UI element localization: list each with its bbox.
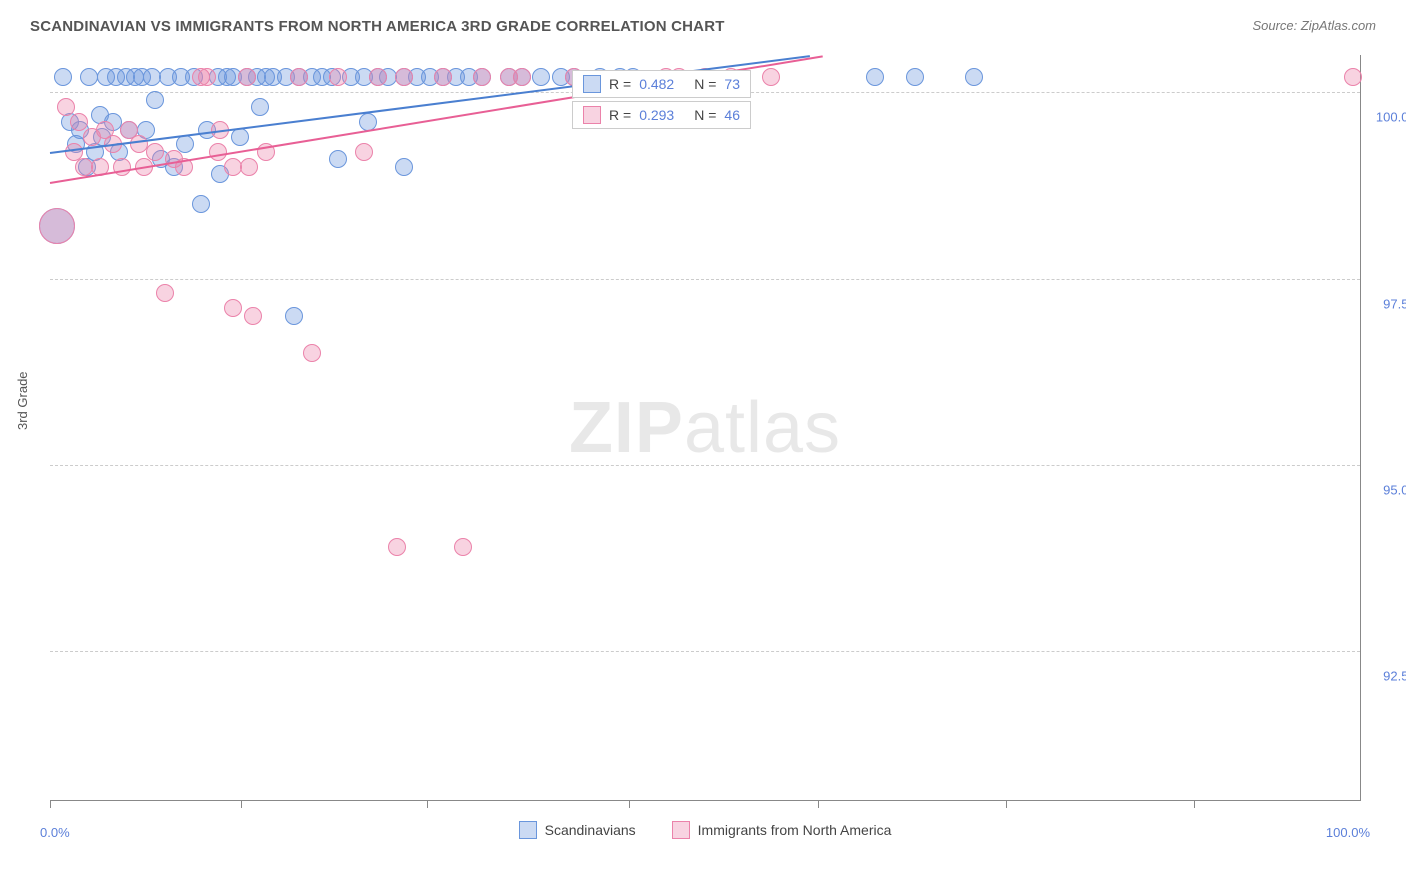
x-tick xyxy=(50,800,51,808)
stat-swatch xyxy=(583,106,601,124)
s2-point xyxy=(146,143,164,161)
s1-point xyxy=(532,68,550,86)
y-tick-label: 97.5% xyxy=(1383,296,1406,311)
legend-item-s1: Scandinavians xyxy=(519,821,636,839)
x-tick xyxy=(427,800,428,808)
s2-point xyxy=(1344,68,1362,86)
stat-swatch xyxy=(583,75,601,93)
s1-point xyxy=(231,128,249,146)
y-tick-label: 95.0% xyxy=(1383,482,1406,497)
legend-label: Immigrants from North America xyxy=(698,822,892,838)
s2-point xyxy=(156,284,174,302)
s1-point xyxy=(54,68,72,86)
legend: Scandinavians Immigrants from North Ameri… xyxy=(50,821,1360,842)
stat-r-value: 0.293 xyxy=(639,107,674,123)
s2-point xyxy=(238,68,256,86)
stat-n-value: 73 xyxy=(724,76,740,92)
s2-point xyxy=(303,344,321,362)
s1-point xyxy=(192,195,210,213)
s2-point xyxy=(454,538,472,556)
s2-point xyxy=(70,113,88,131)
s2-point xyxy=(57,98,75,116)
s2-point xyxy=(244,307,262,325)
s1-point xyxy=(80,68,98,86)
s2-point xyxy=(762,68,780,86)
s1-point xyxy=(965,68,983,86)
y-tick-label: 100.0% xyxy=(1376,110,1406,125)
s2-point xyxy=(39,208,75,244)
s1-point xyxy=(866,68,884,86)
s2-point xyxy=(198,68,216,86)
s2-point xyxy=(473,68,491,86)
s2-point xyxy=(329,68,347,86)
chart-title: SCANDINAVIAN VS IMMIGRANTS FROM NORTH AM… xyxy=(30,18,725,35)
s1-point xyxy=(285,307,303,325)
gridline-h xyxy=(50,651,1360,652)
s1-point xyxy=(251,98,269,116)
s1-point xyxy=(906,68,924,86)
s1-point xyxy=(395,158,413,176)
legend-label: Scandinavians xyxy=(545,822,636,838)
gridline-h xyxy=(50,279,1360,280)
x-tick xyxy=(241,800,242,808)
s2-point xyxy=(209,143,227,161)
s2-point xyxy=(240,158,258,176)
legend-swatch xyxy=(519,821,537,839)
s2-point xyxy=(395,68,413,86)
watermark: ZIPatlas xyxy=(569,387,841,469)
s2-point xyxy=(513,68,531,86)
x-tick xyxy=(1194,800,1195,808)
s2-point xyxy=(388,538,406,556)
source-label: Source: ZipAtlas.com xyxy=(1252,18,1376,33)
legend-item-s2: Immigrants from North America xyxy=(672,821,892,839)
plot-area: ZIPatlas 0.0% 100.0% ScandinaviansImmigr… xyxy=(50,55,1361,801)
y-axis-title: 3rd Grade xyxy=(15,371,30,430)
stat-r-value: 0.482 xyxy=(639,76,674,92)
stat-n-label: N = xyxy=(694,76,716,92)
stat-r-label: R = xyxy=(609,76,631,92)
y-tick-label: 92.5% xyxy=(1383,669,1406,684)
stat-n-value: 46 xyxy=(724,107,740,123)
s2-point xyxy=(369,68,387,86)
s1-point xyxy=(329,150,347,168)
x-tick xyxy=(818,800,819,808)
x-tick xyxy=(629,800,630,808)
legend-swatch xyxy=(672,821,690,839)
x-tick xyxy=(1006,800,1007,808)
s2-point xyxy=(355,143,373,161)
s2-point xyxy=(290,68,308,86)
s1-point xyxy=(146,91,164,109)
s2-point xyxy=(224,299,242,317)
gridline-h xyxy=(50,465,1360,466)
s2-point xyxy=(434,68,452,86)
stat-box-s2: R = 0.293 N = 46 xyxy=(572,101,751,129)
stat-n-label: N = xyxy=(694,107,716,123)
stat-box-s1: R = 0.482 N = 73 xyxy=(572,70,751,98)
stat-r-label: R = xyxy=(609,107,631,123)
